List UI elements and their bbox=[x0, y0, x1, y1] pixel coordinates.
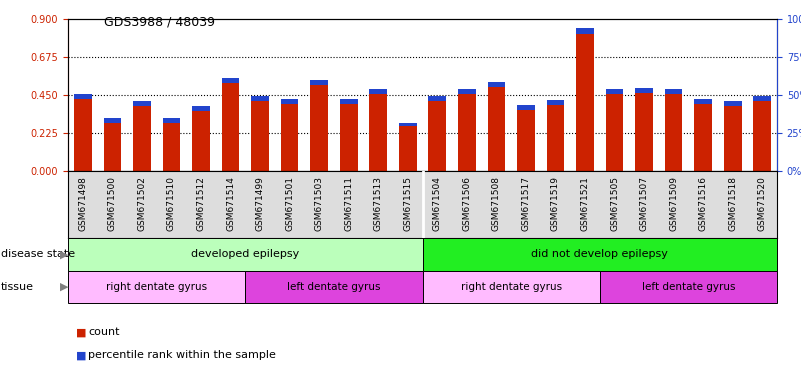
Text: right dentate gyrus: right dentate gyrus bbox=[107, 282, 207, 292]
Text: GSM671507: GSM671507 bbox=[639, 176, 649, 231]
Bar bbox=[192, 106, 210, 111]
Bar bbox=[423, 238, 777, 271]
Bar bbox=[74, 94, 92, 99]
Text: percentile rank within the sample: percentile rank within the sample bbox=[88, 350, 276, 360]
Text: disease state: disease state bbox=[1, 249, 75, 259]
Text: GSM671520: GSM671520 bbox=[758, 176, 767, 231]
Bar bbox=[68, 271, 245, 303]
Bar bbox=[694, 99, 712, 104]
Bar bbox=[369, 94, 387, 171]
Bar bbox=[252, 96, 269, 101]
Bar bbox=[606, 94, 623, 171]
Bar bbox=[694, 104, 712, 171]
Bar bbox=[429, 101, 446, 171]
Text: GSM671511: GSM671511 bbox=[344, 176, 353, 231]
Bar bbox=[576, 33, 594, 171]
Bar bbox=[606, 89, 623, 94]
Text: GSM671502: GSM671502 bbox=[138, 176, 147, 231]
Bar bbox=[665, 94, 682, 171]
Text: GSM671518: GSM671518 bbox=[728, 176, 737, 231]
Bar bbox=[103, 118, 121, 123]
Bar bbox=[517, 110, 535, 171]
Text: left dentate gyrus: left dentate gyrus bbox=[288, 282, 380, 292]
Bar bbox=[340, 99, 357, 104]
Text: did not develop epilepsy: did not develop epilepsy bbox=[531, 249, 668, 260]
Text: count: count bbox=[88, 327, 119, 337]
Bar bbox=[252, 101, 269, 171]
Text: GSM671501: GSM671501 bbox=[285, 176, 294, 231]
Text: right dentate gyrus: right dentate gyrus bbox=[461, 282, 562, 292]
Bar bbox=[635, 88, 653, 93]
Bar bbox=[103, 123, 121, 171]
Bar bbox=[68, 238, 423, 271]
Text: GSM671521: GSM671521 bbox=[581, 176, 590, 231]
Bar bbox=[192, 111, 210, 171]
Bar bbox=[429, 96, 446, 101]
Text: GSM671513: GSM671513 bbox=[374, 176, 383, 231]
Text: GSM671509: GSM671509 bbox=[669, 176, 678, 231]
Text: GSM671506: GSM671506 bbox=[462, 176, 471, 231]
Text: developed epilepsy: developed epilepsy bbox=[191, 249, 300, 260]
Text: GSM671508: GSM671508 bbox=[492, 176, 501, 231]
Bar bbox=[546, 105, 564, 171]
Bar bbox=[753, 101, 771, 171]
Bar bbox=[222, 78, 239, 83]
Bar bbox=[458, 89, 476, 94]
Bar bbox=[724, 101, 742, 106]
Bar bbox=[753, 96, 771, 101]
Bar bbox=[369, 89, 387, 94]
Bar bbox=[600, 271, 777, 303]
Text: GSM671510: GSM671510 bbox=[167, 176, 176, 231]
Text: GSM671517: GSM671517 bbox=[521, 176, 530, 231]
Bar bbox=[458, 94, 476, 171]
Text: GSM671519: GSM671519 bbox=[551, 176, 560, 231]
Text: tissue: tissue bbox=[1, 282, 34, 292]
Bar bbox=[517, 106, 535, 110]
Text: GSM671515: GSM671515 bbox=[403, 176, 413, 231]
Text: GSM671499: GSM671499 bbox=[256, 176, 264, 231]
Bar bbox=[280, 104, 299, 171]
Bar bbox=[635, 93, 653, 171]
Text: GSM671514: GSM671514 bbox=[226, 176, 235, 231]
Text: GSM671503: GSM671503 bbox=[315, 176, 324, 231]
Text: ▶: ▶ bbox=[60, 249, 69, 259]
Bar bbox=[423, 271, 600, 303]
Bar bbox=[245, 271, 423, 303]
Bar bbox=[576, 28, 594, 33]
Bar bbox=[163, 118, 180, 123]
Bar bbox=[665, 89, 682, 94]
Bar bbox=[222, 83, 239, 171]
Bar bbox=[724, 106, 742, 171]
Text: GSM671512: GSM671512 bbox=[196, 176, 206, 231]
Bar bbox=[310, 85, 328, 171]
Bar bbox=[74, 99, 92, 171]
Bar bbox=[163, 123, 180, 171]
Text: ■: ■ bbox=[76, 350, 87, 360]
Bar bbox=[133, 106, 151, 171]
Text: GSM671516: GSM671516 bbox=[698, 176, 707, 231]
Bar bbox=[133, 101, 151, 106]
Bar bbox=[310, 80, 328, 85]
Bar bbox=[546, 100, 564, 105]
Bar bbox=[488, 88, 505, 171]
Text: GSM671505: GSM671505 bbox=[610, 176, 619, 231]
Bar bbox=[399, 123, 417, 126]
Text: GSM671500: GSM671500 bbox=[108, 176, 117, 231]
Bar bbox=[399, 126, 417, 171]
Bar bbox=[340, 104, 357, 171]
Text: GDS3988 / 48039: GDS3988 / 48039 bbox=[104, 15, 215, 28]
Text: GSM671504: GSM671504 bbox=[433, 176, 442, 231]
Text: left dentate gyrus: left dentate gyrus bbox=[642, 282, 735, 292]
Text: GSM671498: GSM671498 bbox=[78, 176, 87, 231]
Text: ▶: ▶ bbox=[60, 282, 69, 292]
Bar bbox=[488, 83, 505, 88]
Bar bbox=[280, 99, 299, 104]
Text: ■: ■ bbox=[76, 327, 87, 337]
